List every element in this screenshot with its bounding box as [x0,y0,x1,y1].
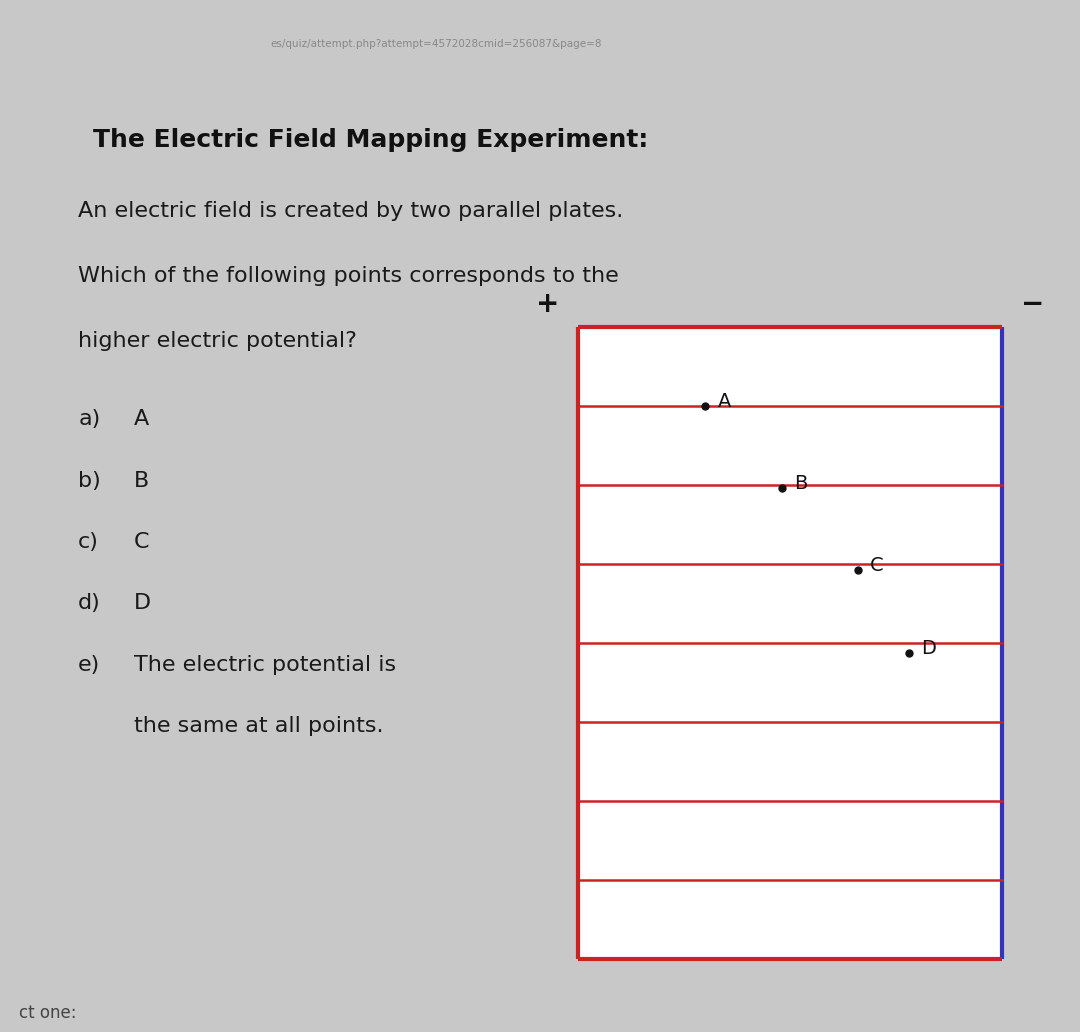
Text: b): b) [78,471,100,490]
Text: d): d) [78,593,100,613]
Text: C: C [134,533,149,552]
Text: the same at all points.: the same at all points. [134,716,383,736]
Text: a): a) [78,409,100,429]
Bar [578,327,1002,959]
Text: C: C [870,556,883,576]
Text: A: A [717,392,731,411]
Text: A: A [134,409,149,429]
Text: B: B [794,474,807,493]
Text: D: D [921,639,936,657]
Text: ct one:: ct one: [19,1004,77,1022]
Text: +: + [536,290,559,318]
Text: The electric potential is: The electric potential is [134,654,396,675]
Text: c): c) [78,533,99,552]
Text: es/quiz/attempt.php?attempt=4572028cmid=256087&page=8: es/quiz/attempt.php?attempt=4572028cmid=… [270,38,602,49]
Text: An electric field is created by two parallel plates.: An electric field is created by two para… [78,200,623,221]
Text: D: D [134,593,151,613]
Text: The Electric Field Mapping Experiment:: The Electric Field Mapping Experiment: [93,128,649,153]
Text: higher electric potential?: higher electric potential? [78,330,357,351]
Text: −: − [1021,290,1044,318]
Text: Which of the following points corresponds to the: Which of the following points correspond… [78,265,619,286]
Text: B: B [134,471,149,490]
Text: e): e) [78,654,100,675]
